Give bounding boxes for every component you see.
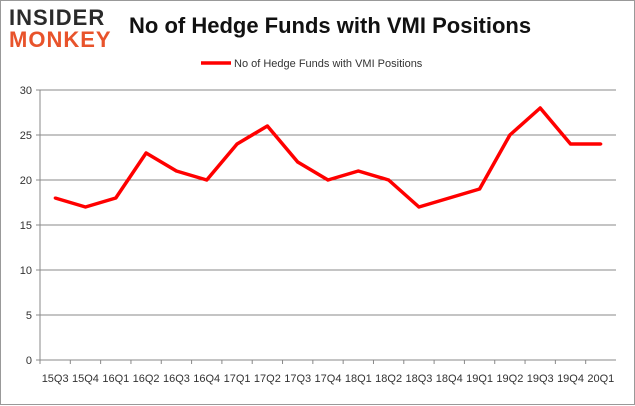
- data-point: [114, 196, 118, 200]
- data-point: [599, 142, 603, 146]
- data-point: [296, 160, 300, 164]
- data-point: [205, 178, 209, 182]
- data-point: [447, 196, 451, 200]
- y-tick-label: 25: [20, 130, 32, 142]
- y-tick-label: 15: [20, 220, 32, 232]
- data-point: [387, 178, 391, 182]
- x-tick-label: 15Q3: [42, 373, 69, 385]
- data-point: [174, 169, 178, 173]
- data-point: [235, 142, 239, 146]
- legend-label: No of Hedge Funds with VMI Positions: [234, 58, 423, 70]
- x-tick-label: 17Q1: [224, 373, 251, 385]
- x-tick-label: 19Q3: [527, 373, 554, 385]
- x-tick-label: 18Q4: [436, 373, 463, 385]
- x-tick-label: 18Q1: [345, 373, 372, 385]
- x-tick-label: 19Q1: [466, 373, 493, 385]
- y-tick-label: 20: [20, 175, 32, 187]
- data-point: [265, 124, 269, 128]
- x-tick-label: 20Q1: [587, 373, 614, 385]
- data-point: [478, 187, 482, 191]
- data-point: [569, 142, 573, 146]
- y-tick-label: 10: [20, 265, 32, 277]
- x-tick-label: 19Q4: [557, 373, 584, 385]
- data-point: [83, 205, 87, 209]
- logo-line1: INSIDER: [9, 5, 106, 30]
- x-tick-label: 15Q4: [72, 373, 99, 385]
- x-tick-label: 16Q3: [163, 373, 190, 385]
- data-point: [144, 151, 148, 155]
- data-point: [508, 133, 512, 137]
- x-tick-label: 18Q3: [405, 373, 432, 385]
- x-tick-label: 16Q4: [193, 373, 220, 385]
- y-tick-label: 0: [26, 355, 32, 367]
- data-point: [53, 196, 57, 200]
- data-point: [417, 205, 421, 209]
- x-tick-label: 19Q2: [496, 373, 523, 385]
- logo-line2: MONKEY: [9, 27, 112, 52]
- x-tick-label: 16Q2: [133, 373, 160, 385]
- x-tick-label: 18Q2: [375, 373, 402, 385]
- y-tick-label: 5: [26, 310, 32, 322]
- insider-monkey-logo: INSIDER MONKEY: [9, 7, 119, 53]
- data-point: [356, 169, 360, 173]
- data-point: [538, 106, 542, 110]
- chart-title: No of Hedge Funds with VMI Positions: [129, 13, 532, 38]
- x-tick-label: 16Q1: [102, 373, 129, 385]
- y-tick-label: 30: [20, 85, 32, 97]
- data-point: [326, 178, 330, 182]
- series-line: [54, 106, 601, 209]
- x-tick-label: 17Q4: [315, 373, 342, 385]
- x-tick-label: 17Q3: [284, 373, 311, 385]
- x-tick-label: 17Q2: [254, 373, 281, 385]
